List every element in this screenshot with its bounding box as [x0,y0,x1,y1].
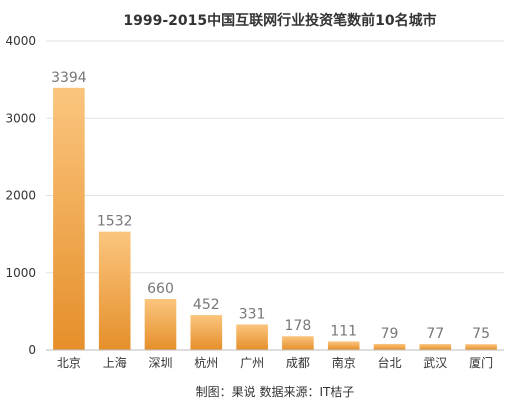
bar-value-label: 178 [285,318,312,334]
bar-value-label: 660 [147,281,174,297]
x-tick-label: 杭州 [194,355,218,370]
bar-value-label: 3394 [51,70,87,86]
y-tick-label: 2000 [5,189,36,203]
bar [419,344,452,350]
y-tick-label: 0 [28,343,36,357]
x-tick-label: 成都 [286,356,310,370]
x-tick-label: 南京 [332,355,356,370]
x-tick-label: 武汉 [423,356,447,370]
bar [327,341,360,350]
y-tick-label: 1000 [5,266,36,280]
bar [373,343,406,350]
bar-value-label: 331 [239,306,266,322]
bar-value-label: 452 [193,297,220,313]
bar [53,87,85,350]
bar [190,315,223,350]
x-tick-label: 上海 [103,355,127,370]
x-tick-label: 深圳 [148,356,172,370]
x-tick-label: 广州 [240,356,264,370]
grid-lines [46,40,504,274]
value-labels: 3394 1532 660 452 331 178 111 79 77 75 [51,70,490,342]
bar-value-label: 77 [426,326,444,342]
x-tick-label: 台北 [377,355,401,370]
y-axis-ticks: 0 1000 2000 3000 4000 [5,34,36,357]
bar [282,336,314,350]
bar [465,344,497,350]
chart-source-note: 制图：果说 数据来源：IT桔子 [196,384,355,399]
bar-value-label: 111 [330,323,357,339]
bar [144,299,177,350]
x-axis-ticks: 北京 上海 深圳 杭州 广州 成都 南京 台北 武汉 厦门 [57,355,493,370]
x-tick-label: 北京 [57,356,81,370]
bar-value-label: 1532 [97,214,133,230]
chart-title: 1999-2015中国互联网行业投资笔数前10名城市 [123,12,436,29]
x-tick-label: 厦门 [469,355,493,370]
bar-value-label: 79 [381,326,399,342]
bar [236,324,268,350]
y-tick-label: 4000 [5,34,36,48]
bar-value-label: 75 [472,326,490,342]
bar [98,231,131,350]
y-tick-label: 3000 [5,111,36,125]
bars [53,87,497,350]
